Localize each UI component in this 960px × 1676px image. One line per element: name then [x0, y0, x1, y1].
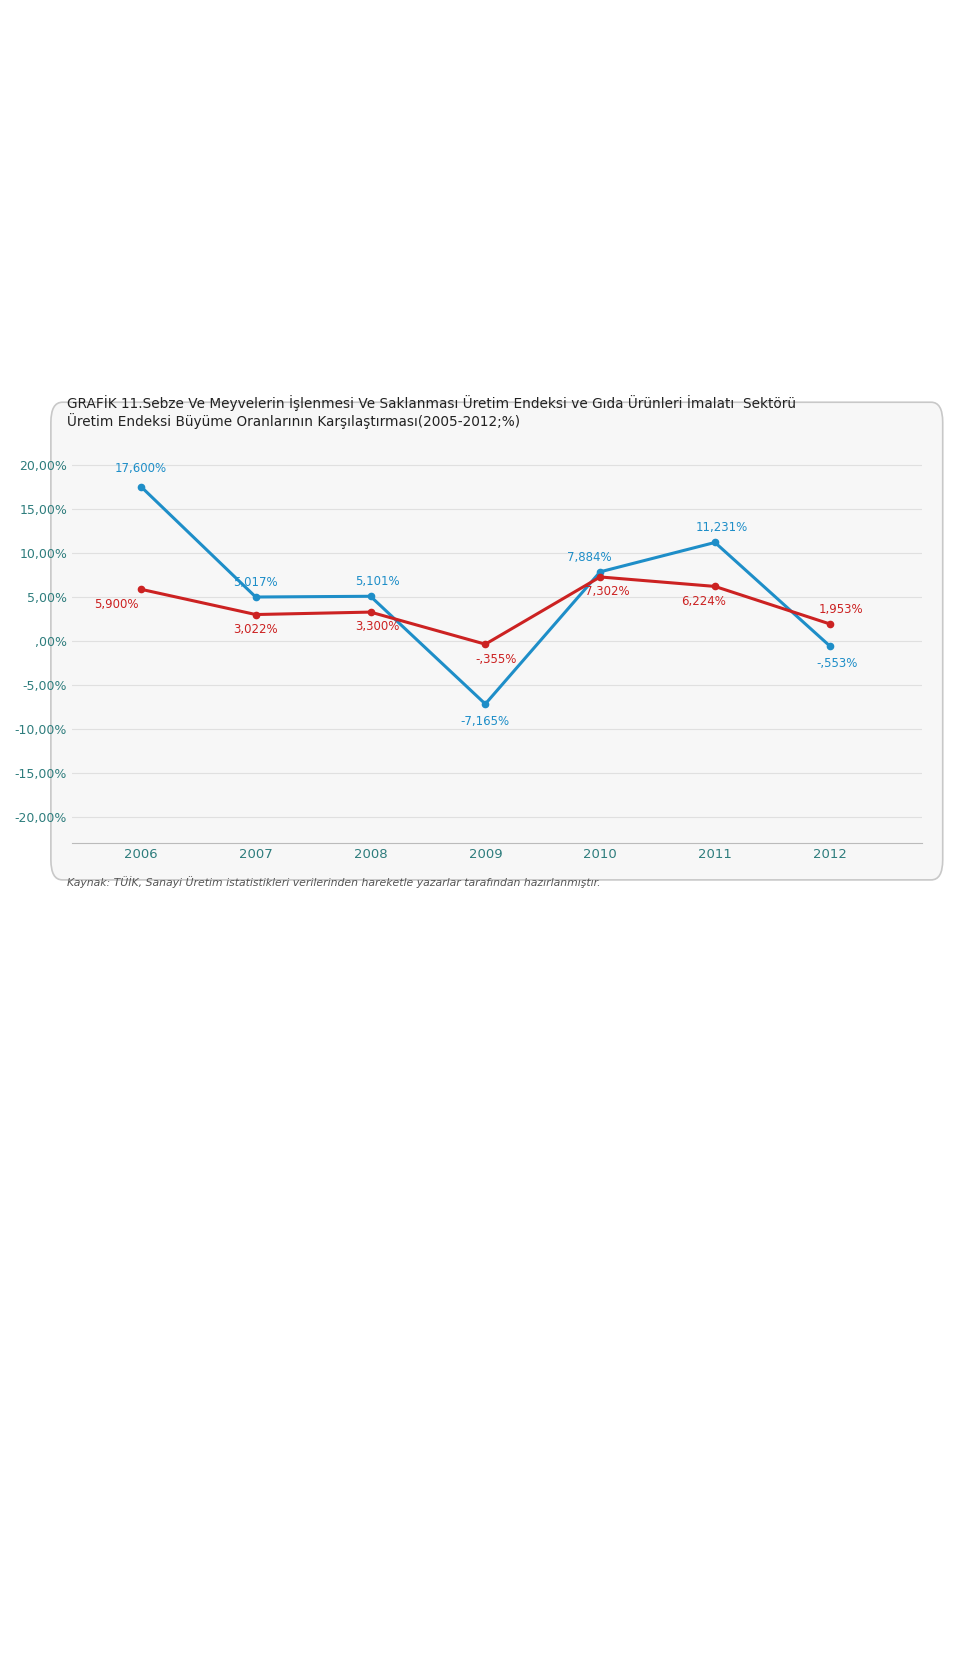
- Text: -7,165%: -7,165%: [461, 716, 510, 727]
- Text: 5,101%: 5,101%: [355, 575, 399, 588]
- Text: -,355%: -,355%: [476, 652, 517, 665]
- Text: Kaynak: TÜİK, Sanayi Üretim istatistikleri verilerinden hareketle yazarlar taraf: Kaynak: TÜİK, Sanayi Üretim istatistikle…: [67, 877, 601, 888]
- Text: 6,224%: 6,224%: [682, 595, 727, 608]
- Text: 3,300%: 3,300%: [355, 620, 399, 634]
- Text: GRAFİK 11.Sebze Ve Meyvelerin İşlenmesi Ve Saklanması Üretim Endeksi ve Gıda Ürü: GRAFİK 11.Sebze Ve Meyvelerin İşlenmesi …: [67, 394, 796, 411]
- Text: -,553%: -,553%: [816, 657, 857, 670]
- Text: Üretim Endeksi Büyüme Oranlarının Karşılaştırması(2005-2012;%): Üretim Endeksi Büyüme Oranlarının Karşıl…: [67, 412, 520, 429]
- Text: 17,600%: 17,600%: [115, 463, 167, 476]
- Text: 5,017%: 5,017%: [233, 575, 278, 588]
- Text: 3,022%: 3,022%: [233, 623, 278, 635]
- Text: 7,302%: 7,302%: [585, 585, 630, 598]
- Text: 1,953%: 1,953%: [819, 603, 863, 615]
- Text: 5,900%: 5,900%: [94, 598, 138, 610]
- Text: 7,884%: 7,884%: [566, 550, 612, 563]
- Text: 11,231%: 11,231%: [696, 521, 748, 535]
